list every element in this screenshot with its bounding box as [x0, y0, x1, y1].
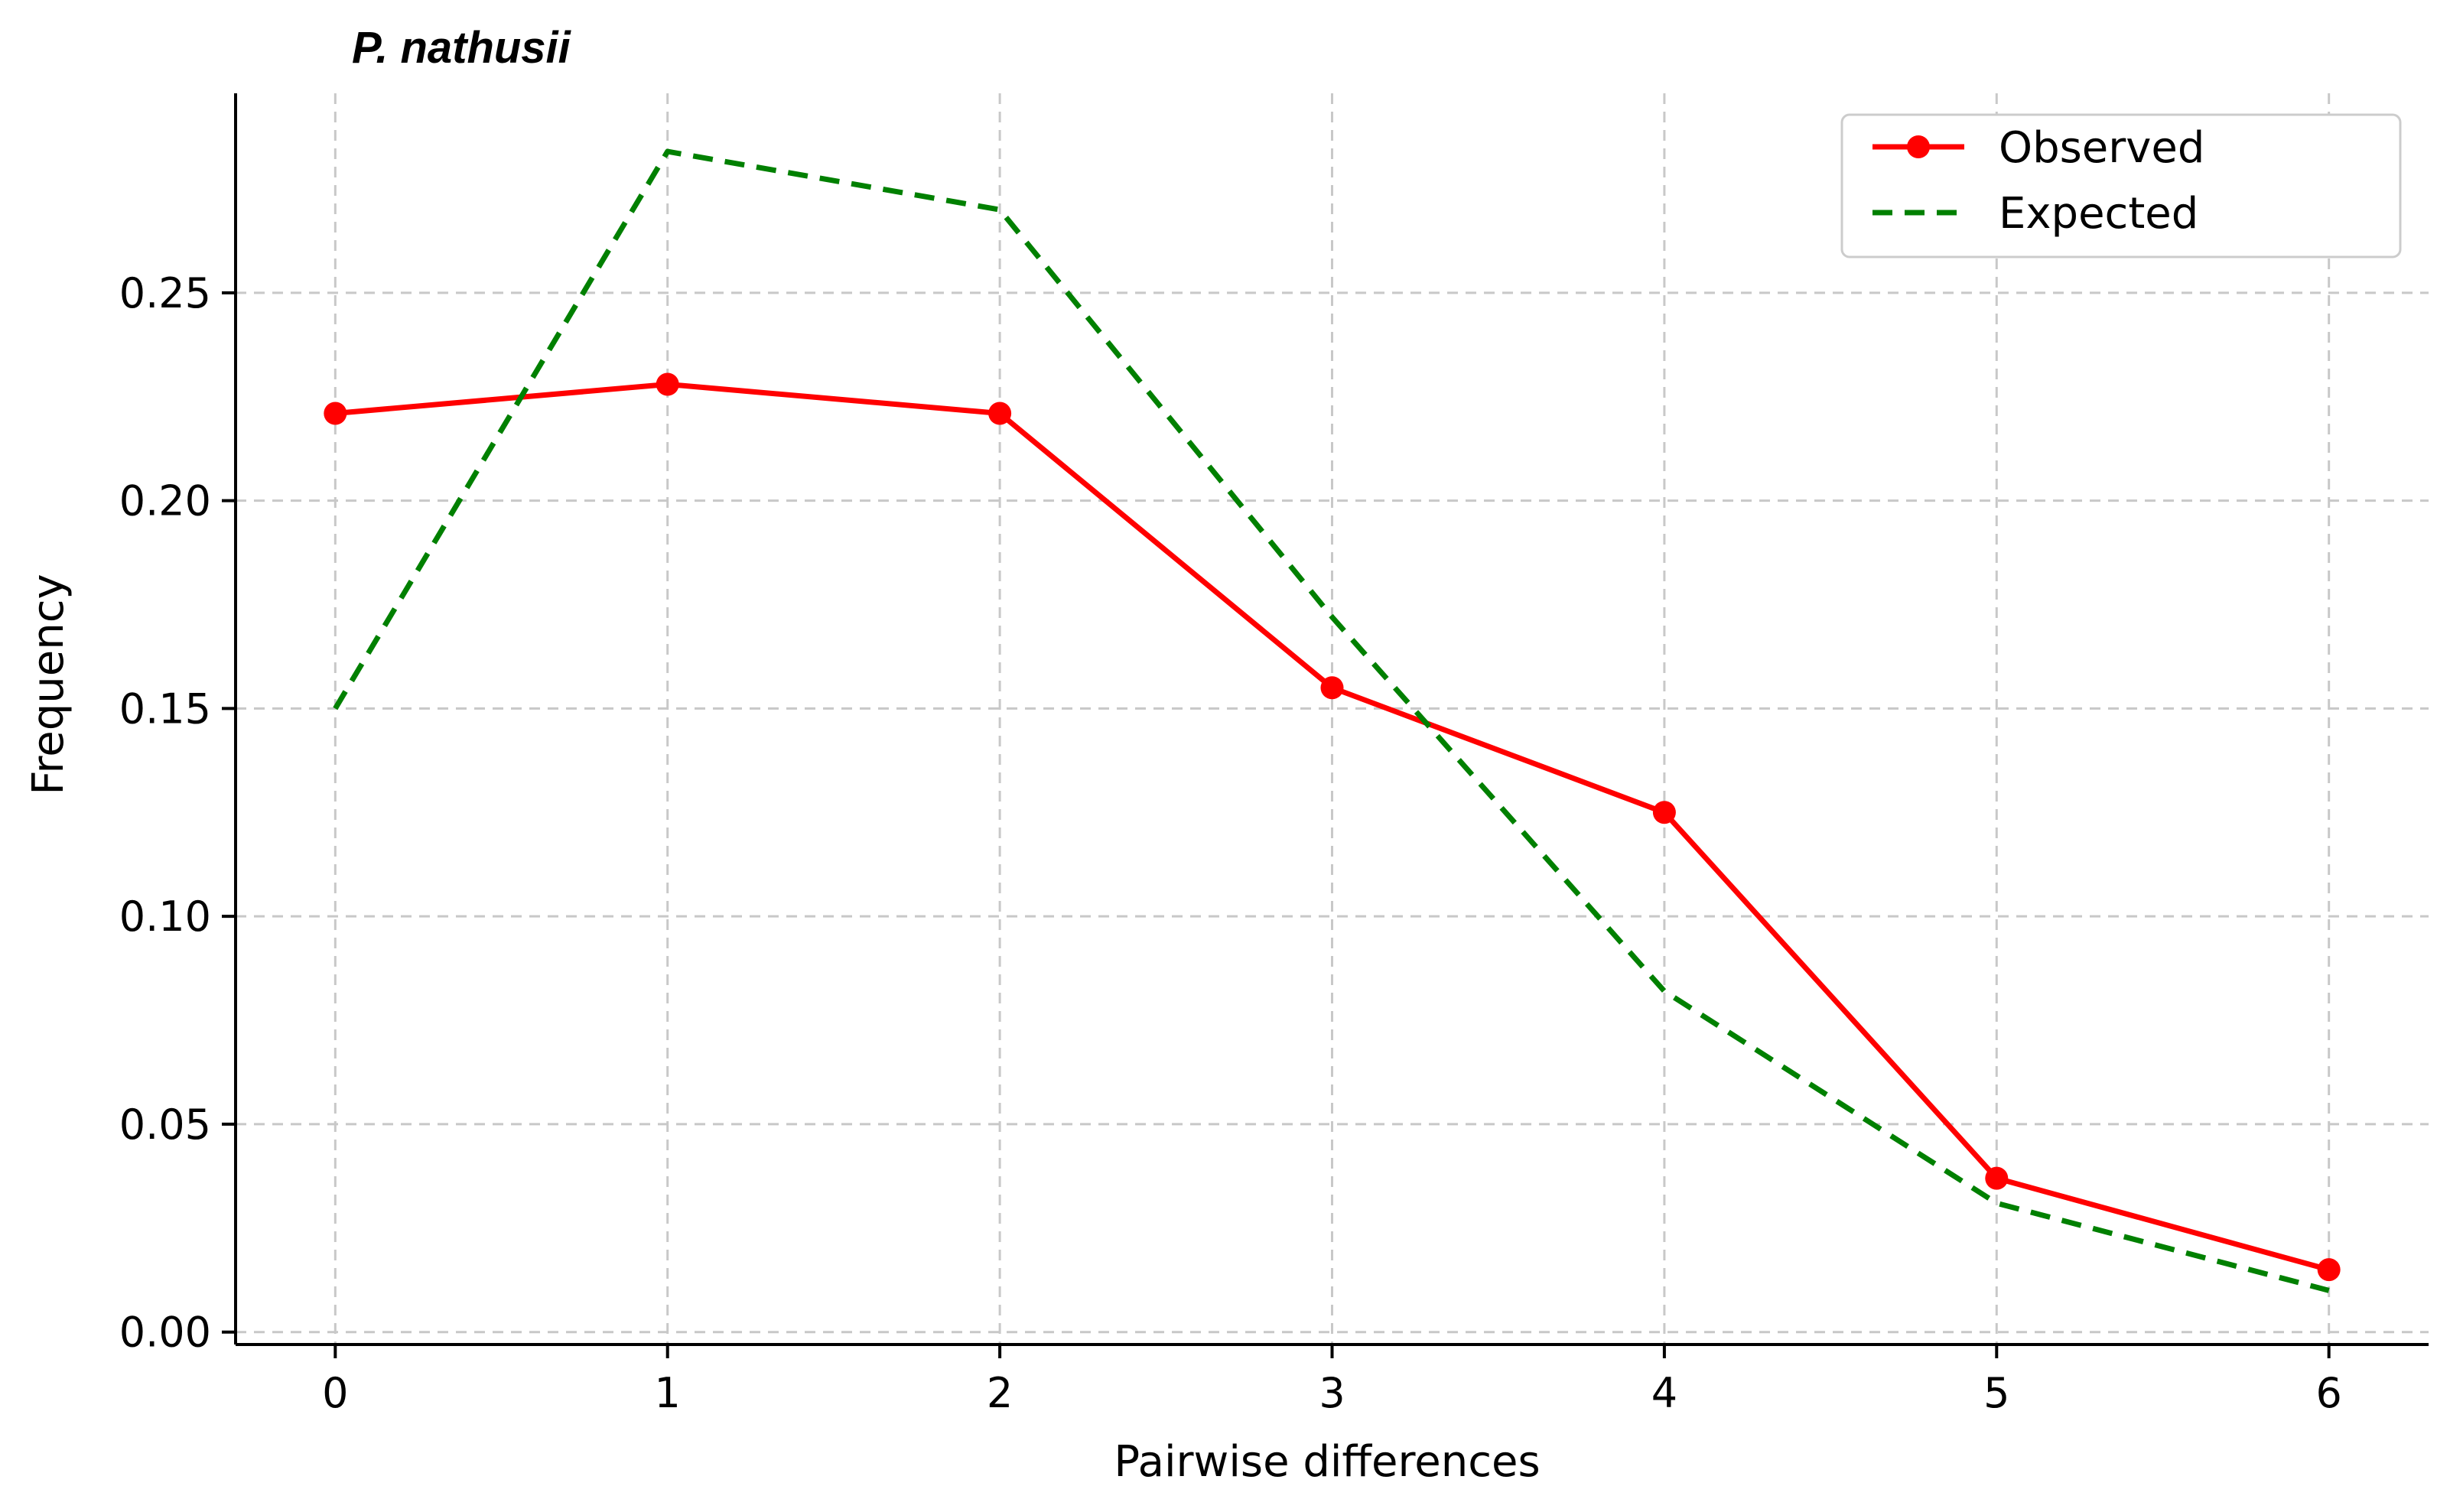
data-point-observed	[1652, 801, 1676, 824]
legend-marker-observed	[1907, 135, 1930, 158]
y-tick-label: 0.25	[119, 269, 211, 317]
x-tick-label: 6	[2316, 1369, 2342, 1417]
data-point-observed	[988, 402, 1012, 425]
y-axis-label: Frequency	[24, 574, 73, 795]
legend-label-observed: Observed	[1999, 123, 2204, 173]
legend: Observed Expected	[1840, 113, 2402, 259]
grid	[236, 93, 2429, 1345]
y-tick-label: 0.10	[119, 893, 211, 941]
x-axis-label: Pairwise differences	[1114, 1437, 1540, 1487]
data-point-observed	[1320, 676, 1344, 700]
x-tick-label: 4	[1651, 1369, 1677, 1417]
x-tick-label: 1	[655, 1369, 681, 1417]
y-tick-label: 0.20	[119, 477, 211, 525]
series-line-expected	[333, 148, 2330, 1293]
data-point-observed	[324, 402, 347, 425]
legend-label-expected: Expected	[1999, 189, 2198, 239]
series	[324, 148, 2341, 1293]
y-tick-label: 0.15	[119, 684, 211, 733]
chart-title: P. nathusii	[352, 23, 572, 73]
data-point-observed	[2317, 1258, 2341, 1282]
x-tick-label: 3	[1319, 1369, 1345, 1417]
y-tick-label: 0.00	[119, 1309, 211, 1357]
legend-box	[1840, 113, 2402, 259]
data-point-observed	[1985, 1166, 2009, 1190]
axes: 0 1 2 3 4 5 6 0.00 0.05 0.10 0.15 0.20 0.25	[119, 93, 2429, 1417]
x-tick-label: 2	[987, 1369, 1013, 1417]
y-tick-label: 0.05	[119, 1101, 211, 1149]
x-tick-label: 0	[322, 1369, 348, 1417]
data-point-observed	[656, 372, 679, 396]
x-tick-label: 5	[1983, 1369, 2009, 1417]
